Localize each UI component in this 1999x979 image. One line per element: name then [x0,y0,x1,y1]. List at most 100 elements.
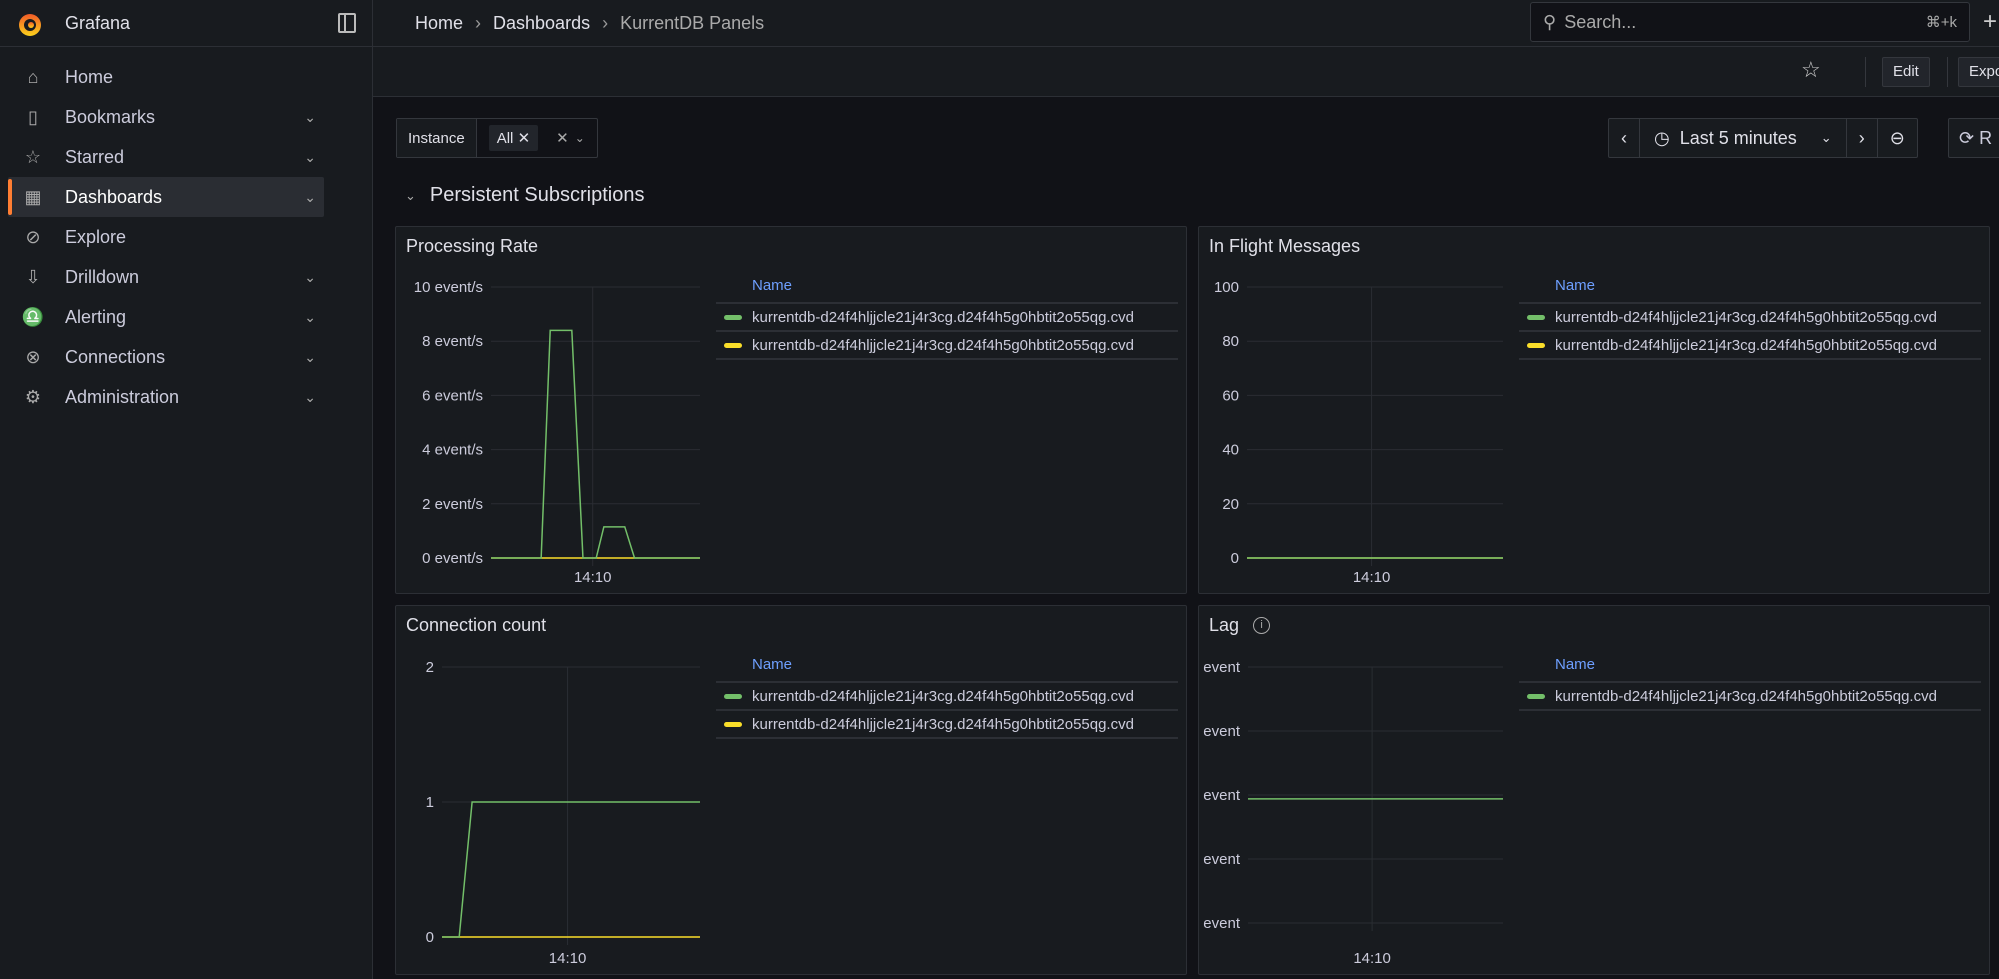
breadcrumb-dashboards[interactable]: Dashboards [493,13,591,33]
chevron-down-icon[interactable]: ⌄ [304,148,316,165]
chevron-down-icon[interactable]: ⌄ [304,188,316,205]
sidebar-item-label: Home [65,66,114,87]
chevron-down-icon[interactable]: ⌄ [304,108,316,125]
edit-button[interactable]: Edit [1882,57,1930,87]
time-range-button[interactable]: ◷ Last 5 minutes ⌄ [1640,119,1847,157]
sidebar-item-administration[interactable]: ⚙ Administration ⌄ [8,377,324,417]
legend-series-name: kurrentdb-d24f4hljjcle21j4r3cg.d24f4h5g0… [752,715,1134,733]
chevron-down-icon[interactable]: ⌄ [304,308,316,325]
search-input[interactable]: ⚲ Search... ⌘+k [1530,2,1970,42]
y-tick-label: 40 [1222,442,1239,459]
time-forward-button[interactable]: › [1847,119,1878,157]
legend-series-name: kurrentdb-d24f4hljjcle21j4r3cg.d24f4h5g0… [752,336,1134,354]
sidebar-item-explore[interactable]: ⊘ Explore [8,217,324,257]
sidebar-item-label: Drilldown [65,266,140,287]
chevron-down-icon[interactable]: ⌄ [574,131,585,145]
breadcrumb-separator-icon: › [475,13,482,33]
y-tick-label: 2 event/s [422,496,483,513]
y-tick-label: -400 event [1199,787,1241,804]
dashboards-grid-icon: ▦ [24,186,42,207]
add-icon[interactable]: + [1983,8,1998,35]
sidebar: Grafana ⌂ Home ▯ Bookmarks ⌄ ☆ Starred ⌄ ▦ Dashbo… [0,0,373,979]
legend-item[interactable]: kurrentdb-d24f4hljjcle21j4r3cg.d24f4h5g0… [716,304,1178,332]
gear-icon: ⚙ [24,386,42,407]
grafana-logo-icon[interactable] [16,10,44,38]
time-back-button[interactable]: ‹ [1609,119,1640,157]
panel-title-text: Lag [1209,615,1240,635]
legend: Name kurrentdb-d24f4hljjcle21j4r3cg.d24f4… [1519,656,1981,711]
sidebar-item-label: Alerting [65,306,127,327]
export-button[interactable]: Expo [1958,57,1999,87]
x-tick-label: 14:10 [574,569,612,586]
compass-icon: ⊘ [25,226,41,247]
remove-value-icon[interactable]: ✕ [517,130,531,147]
connections-icon: ⊗ [25,346,41,367]
legend-item[interactable]: kurrentdb-d24f4hljjcle21j4r3cg.d24f4h5g0… [716,711,1178,739]
dock-menu-icon[interactable] [338,13,356,33]
sidebar-item-dashboards[interactable]: ▦ Dashboards ⌄ [8,177,324,217]
y-tick-label: 0 [426,929,434,946]
search-icon: ⚲ [1543,11,1557,32]
sidebar-item-label: Administration [65,386,180,407]
legend-header[interactable]: Name [1519,656,1981,683]
legend-item[interactable]: kurrentdb-d24f4hljjcle21j4r3cg.d24f4h5g0… [1519,304,1981,332]
dashboard-toolbar: ☆ Edit Expo [373,47,1999,97]
time-picker: ‹ ◷ Last 5 minutes ⌄ › ⊖ [1608,118,1918,158]
selected-value-chip: All ✕ [488,125,539,151]
panel-in-flight-messages[interactable]: In Flight Messages 0 20 40 60 80 100 14:10 Name k… [1198,226,1990,594]
sidebar-item-alerting[interactable]: ♎ Alerting ⌄ [8,297,324,337]
y-tick-label: 2 [426,659,434,676]
row-header[interactable]: ⌄ Persistent Subscriptions [405,184,644,207]
legend-series-name: kurrentdb-d24f4hljjcle21j4r3cg.d24f4h5g0… [752,687,1134,705]
row-title: Persistent Subscriptions [429,184,645,206]
y-tick-label: 0 [1231,550,1239,567]
chevron-down-icon[interactable]: ⌄ [304,388,316,405]
y-tick-label: 1 [426,794,434,811]
y-tick-label: 0 event [1199,659,1241,676]
mark-favorite-star-icon[interactable]: ☆ [1801,57,1821,82]
legend-item[interactable]: kurrentdb-d24f4hljjcle21j4r3cg.d24f4h5g0… [716,683,1178,711]
panel-processing-rate[interactable]: Processing Rate 0 event/s 2 event/s 4 event… [395,226,1187,594]
sidebar-item-label: Connections [65,346,166,367]
refresh-button[interactable]: ⟳ R [1948,118,1999,158]
y-tick-label: 8 event/s [422,333,483,350]
legend-item[interactable]: kurrentdb-d24f4hljjcle21j4r3cg.d24f4h5g0… [1519,332,1981,360]
legend-header[interactable]: Name [716,656,1178,683]
y-tick-label: -200 event [1199,723,1241,740]
y-tick-label: 20 [1222,496,1239,513]
sidebar-item-starred[interactable]: ☆ Starred ⌄ [8,137,324,177]
legend-series-name: kurrentdb-d24f4hljjcle21j4r3cg.d24f4h5g0… [1555,308,1937,326]
legend-item[interactable]: kurrentdb-d24f4hljjcle21j4r3cg.d24f4h5g0… [1519,683,1981,711]
y-tick-label: 80 [1222,333,1239,350]
zoom-out-icon: ⊖ [1889,127,1905,148]
legend-item[interactable]: kurrentdb-d24f4hljjcle21j4r3cg.d24f4h5g0… [716,332,1178,360]
series-color-swatch [724,721,742,727]
legend: Name kurrentdb-d24f4hljjcle21j4r3cg.d24f4… [1519,277,1981,360]
clear-icon[interactable]: ✕ [556,130,569,147]
row-collapse-chevron-icon[interactable]: ⌄ [405,187,416,203]
series-color-swatch [724,314,742,320]
instance-select[interactable]: All ✕ ✕ ⌄ [477,119,597,157]
legend-header[interactable]: Name [716,277,1178,304]
sidebar-item-drilldown[interactable]: ⇩ Drilldown ⌄ [8,257,324,297]
panel-title-text: Connection count [406,615,547,635]
breadcrumb-home[interactable]: Home [415,13,464,33]
search-placeholder: Search... [1564,11,1637,32]
chart-plot: 0 20 40 60 80 100 14:10 [1214,279,1503,586]
sidebar-header: Grafana [0,0,372,47]
top-bar: Home › Dashboards › KurrentDB Panels ⚲ Sea… [373,0,1999,47]
series-color-swatch [1527,342,1545,348]
sidebar-item-connections[interactable]: ⊗ Connections ⌄ [8,337,324,377]
sidebar-item-home[interactable]: ⌂ Home [8,57,324,97]
chevron-down-icon[interactable]: ⌄ [304,348,316,365]
info-icon[interactable]: i [1253,617,1271,634]
sidebar-item-bookmarks[interactable]: ▯ Bookmarks ⌄ [8,97,324,137]
sidebar-item-label: Bookmarks [65,106,156,127]
panel-connection-count[interactable]: Connection count 0 1 2 14:10 Name kurrentdb-d2… [395,605,1187,975]
zoom-out-button[interactable]: ⊖ [1878,119,1917,157]
variable-label: Instance [397,119,477,157]
legend-header[interactable]: Name [1519,277,1981,304]
chevron-down-icon[interactable]: ⌄ [304,268,316,285]
bell-icon: ♎ [21,306,45,327]
